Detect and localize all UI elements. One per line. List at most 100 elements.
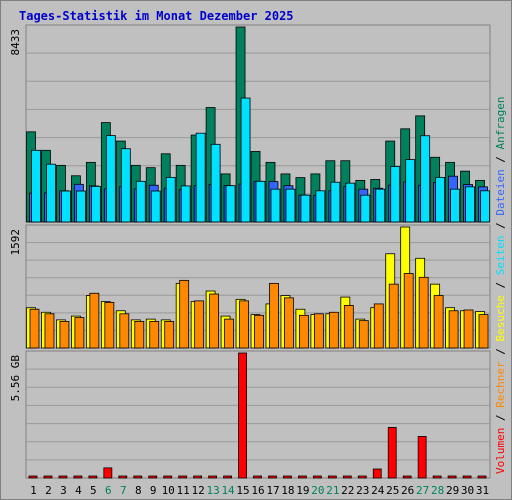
- bar-seiten-day-20: [315, 190, 326, 223]
- bar-volumen-day-3: [58, 475, 68, 479]
- bar-rechner-day-25: [388, 283, 399, 349]
- x-tick-label-day-24: 24: [371, 484, 385, 497]
- chart-title: Tages-Statistik im Monat Dezember 2025: [19, 9, 294, 23]
- bar-volumen-day-23: [357, 475, 367, 479]
- panel-2: 1592: [9, 224, 491, 349]
- bar-rechner-day-6: [104, 301, 115, 349]
- bar-rechner-day-12: [194, 300, 205, 349]
- bar-volumen-day-27: [417, 436, 427, 479]
- bar-volumen-day-8: [133, 475, 143, 479]
- bar-rechner-day-4: [74, 317, 85, 349]
- legend-separator: /: [494, 342, 507, 362]
- x-tick-label-day-22: 22: [341, 484, 354, 497]
- legend-separator: /: [494, 275, 507, 295]
- bar-rechner-day-28: [433, 295, 444, 349]
- bar-seiten-day-11: [180, 185, 191, 223]
- bar-rechner-day-21: [328, 311, 339, 349]
- bar-rechner-day-14: [224, 318, 234, 349]
- bar-rechner-day-20: [313, 313, 324, 349]
- x-tick-label-day-20: 20: [311, 484, 324, 497]
- bar-seiten-day-15: [240, 97, 251, 223]
- bar-volumen-day-6: [103, 467, 113, 479]
- x-tick-label-day-29: 29: [446, 484, 459, 497]
- bar-seiten-day-31: [480, 190, 490, 223]
- bar-seiten-day-3: [61, 190, 71, 223]
- legend-text: Volumen / Rechner / Besuche / Seiten / D…: [494, 96, 507, 474]
- bar-rechner-day-30: [463, 309, 474, 349]
- legend-item-seiten: Seiten: [494, 236, 507, 276]
- bar-seiten-day-6: [105, 135, 116, 223]
- bar-volumen-day-14: [223, 475, 232, 479]
- bar-seiten-day-22: [345, 182, 356, 223]
- bar-seiten-day-4: [76, 190, 86, 223]
- legend-separator: /: [494, 216, 507, 236]
- bar-volumen-day-28: [432, 475, 442, 479]
- bar-volumen-day-29: [447, 475, 457, 479]
- x-tick-label-day-15: 15: [236, 484, 249, 497]
- x-tick-label-day-27: 27: [416, 484, 429, 497]
- legend-item-dateien: Dateien: [494, 169, 507, 215]
- panel-2-ymax-label: 1592: [9, 229, 22, 256]
- bar-volumen-day-17: [268, 475, 277, 479]
- x-tick-label-day-26: 26: [401, 484, 414, 497]
- bar-volumen-day-18: [283, 475, 292, 479]
- bar-volumen-day-26: [402, 475, 412, 479]
- bar-volumen-day-9: [148, 475, 158, 479]
- bar-volumen-day-25: [387, 427, 397, 479]
- legend-item-besuche: Besuche: [494, 295, 507, 341]
- x-tick-label-day-11: 11: [177, 484, 190, 497]
- bar-rechner-day-17: [269, 282, 279, 349]
- bar-rechner-day-23: [358, 320, 369, 349]
- bar-seiten-day-9: [150, 190, 161, 223]
- x-tick-label-day-10: 10: [162, 484, 175, 497]
- bar-volumen-day-11: [178, 475, 188, 479]
- x-tick-label-day-30: 30: [461, 484, 474, 497]
- x-tick-label-day-21: 21: [326, 484, 339, 497]
- bar-rechner-day-26: [403, 273, 414, 349]
- panel-1: 8433: [9, 24, 491, 223]
- bar-seiten-day-26: [405, 159, 416, 223]
- bar-rechner-day-29: [448, 310, 459, 349]
- panel-3-background: [25, 350, 491, 479]
- bar-volumen-day-12: [193, 475, 203, 479]
- x-tick-label-day-6: 6: [105, 484, 112, 497]
- bar-volumen-day-4: [73, 475, 83, 479]
- x-tick-label-day-14: 14: [221, 484, 235, 497]
- bar-seiten-day-29: [450, 188, 460, 223]
- bar-volumen-day-24: [372, 468, 382, 479]
- panel-1-ymax-label: 8433: [9, 29, 22, 56]
- bar-rechner-day-27: [418, 276, 429, 349]
- bar-volumen-day-20: [312, 475, 322, 479]
- legend-separator: /: [494, 149, 507, 169]
- panels: 8433 1592 5.56 GB: [9, 24, 491, 479]
- x-tick-label-day-23: 23: [356, 484, 369, 497]
- bar-rechner-day-8: [134, 320, 145, 349]
- x-tick-label-day-3: 3: [60, 484, 67, 497]
- x-tick-label-day-16: 16: [251, 484, 264, 497]
- bar-volumen-day-16: [253, 475, 262, 479]
- legend-separator: /: [494, 408, 507, 428]
- x-tick-label-day-13: 13: [206, 484, 219, 497]
- x-tick-label-day-19: 19: [296, 484, 309, 497]
- bar-seiten-day-27: [420, 135, 431, 223]
- bar-seiten-day-1: [31, 149, 41, 223]
- x-tick-label-day-7: 7: [120, 484, 127, 497]
- x-tick-label-day-12: 12: [192, 484, 205, 497]
- bar-volumen-day-2: [43, 475, 53, 479]
- x-axis-labels: 1 2 3 4 5 6 7 8 9 10 11 12 13 14 15 16 17 18 19 20 21 22 23 24 2…: [30, 484, 489, 497]
- legend-item-anfragen: Anfragen: [494, 96, 507, 149]
- bar-seiten-day-7: [120, 148, 131, 223]
- panel-3-ymax-label: 5.56 GB: [9, 355, 22, 402]
- bar-volumen-day-22: [342, 475, 352, 479]
- bar-seiten-day-23: [360, 194, 371, 223]
- x-tick-label-day-5: 5: [90, 484, 97, 497]
- bar-rechner-day-1: [29, 308, 40, 349]
- bar-seiten-day-19: [300, 194, 311, 223]
- legend: Volumen / Rechner / Besuche / Seiten / D…: [494, 96, 507, 474]
- bar-volumen-day-13: [208, 475, 218, 479]
- bar-seiten-day-16: [255, 180, 266, 223]
- bar-volumen-day-15: [238, 352, 247, 479]
- bar-rechner-day-22: [343, 305, 354, 349]
- bar-rechner-day-13: [209, 293, 220, 349]
